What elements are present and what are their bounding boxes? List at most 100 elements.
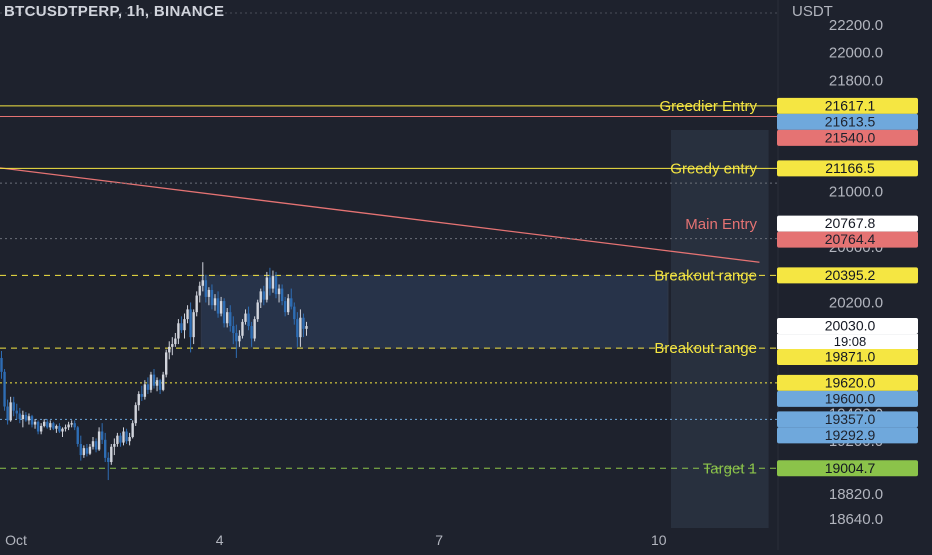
breakout-range-box — [200, 274, 669, 349]
candle-body — [107, 457, 110, 463]
countdown-tag — [777, 334, 918, 350]
price-tag — [777, 267, 918, 284]
candle-body — [155, 380, 159, 386]
candle-body — [219, 301, 223, 314]
y-tick-label: 22000.0 — [829, 45, 883, 62]
candle-body — [134, 405, 137, 424]
price-tag — [777, 160, 918, 177]
price-tag-label: 19600.0 — [825, 390, 876, 406]
x-tick-label: 7 — [435, 532, 443, 548]
level-label: Breakout range — [654, 267, 757, 284]
y-tick-label: 21000.0 — [829, 183, 883, 200]
candle-body — [100, 431, 104, 440]
candle-body — [125, 431, 128, 442]
candle-body — [79, 443, 82, 456]
price-tag — [777, 231, 918, 248]
candle-body — [305, 326, 308, 329]
candle-body — [186, 309, 189, 320]
price-tag-label: 20395.2 — [825, 267, 876, 283]
candle-body — [259, 291, 262, 303]
price-tag-label: 19292.9 — [825, 427, 876, 443]
candle-body — [158, 380, 162, 390]
projection-zone — [671, 130, 769, 528]
price-tag — [777, 97, 918, 114]
candle-body — [198, 285, 201, 296]
candle-body — [253, 319, 256, 339]
price-tag-label: 19620.0 — [825, 374, 876, 390]
level-label: Target 1 — [703, 460, 757, 477]
candle-body — [76, 427, 79, 444]
candle-body — [18, 413, 21, 420]
candle-body — [222, 301, 226, 324]
level-label: Main Entry — [685, 216, 757, 233]
candle-body — [210, 289, 214, 306]
candle-body — [271, 276, 275, 289]
candle-body — [293, 306, 296, 320]
candle-body — [137, 394, 140, 406]
candle-body — [119, 435, 122, 443]
price-tag-label: 19004.7 — [825, 460, 876, 476]
price-tag-label: 19357.0 — [825, 411, 876, 427]
currency-label: USDT — [792, 3, 833, 20]
candle-body — [97, 431, 101, 450]
candle-body — [235, 332, 238, 342]
candle-body — [207, 289, 211, 297]
y-tick-label: 18820.0 — [829, 486, 883, 503]
candle-body — [3, 371, 6, 407]
countdown-label: 19:08 — [834, 334, 867, 349]
candle-body — [91, 441, 95, 447]
candle-body — [122, 431, 125, 443]
candle-body — [247, 313, 250, 327]
candle-body — [152, 374, 156, 386]
x-tick-label: 4 — [216, 532, 224, 548]
candle-body — [277, 288, 281, 295]
candle-body — [195, 295, 198, 313]
candle-body — [49, 423, 52, 428]
symbol-title[interactable]: BTCUSDTPERP, 1h, BINANCE — [4, 3, 225, 20]
candle-body — [290, 298, 293, 307]
candle-body — [171, 344, 174, 347]
price-tag — [777, 411, 918, 428]
candle-body — [15, 410, 18, 414]
candle-body — [262, 291, 265, 300]
candle-body — [88, 446, 92, 454]
price-tag-label: 20764.4 — [825, 231, 876, 247]
candle-body — [143, 384, 147, 397]
price-tag — [777, 318, 918, 335]
candle-body — [104, 439, 107, 458]
candle-body — [299, 317, 302, 338]
price-tag-label: 20767.8 — [825, 215, 876, 231]
candle-body — [131, 423, 134, 438]
candle-body — [61, 428, 64, 432]
candle-body — [0, 357, 3, 372]
candle-body — [174, 338, 177, 345]
candle-body — [140, 394, 143, 397]
price-tag-label: 21613.5 — [825, 113, 876, 129]
candle-body — [226, 312, 229, 324]
candle-body — [94, 441, 98, 450]
candle-body — [36, 421, 40, 432]
candle-body — [6, 406, 9, 421]
candle-body — [21, 414, 25, 420]
candle-body — [33, 421, 37, 425]
candle-body — [43, 421, 46, 426]
candle-body — [177, 323, 180, 339]
price-tag — [777, 390, 918, 407]
candle-body — [52, 423, 55, 429]
candle-body — [70, 423, 73, 425]
candle-body — [27, 416, 31, 421]
candle-body — [232, 326, 235, 333]
price-tag-label: 20030.0 — [825, 318, 876, 334]
candle-body — [201, 280, 204, 286]
candle-body — [283, 301, 287, 313]
candle-body — [189, 309, 192, 338]
candle-body — [85, 448, 89, 454]
candle-body — [296, 319, 299, 338]
candle-body — [73, 423, 76, 428]
candle-body — [30, 416, 34, 425]
candle-body — [165, 352, 168, 375]
candle-body — [161, 374, 165, 390]
y-tick-label: 22200.0 — [829, 17, 883, 34]
